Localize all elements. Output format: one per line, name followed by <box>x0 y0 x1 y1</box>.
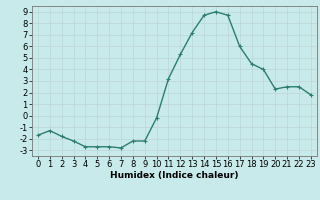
X-axis label: Humidex (Indice chaleur): Humidex (Indice chaleur) <box>110 171 239 180</box>
